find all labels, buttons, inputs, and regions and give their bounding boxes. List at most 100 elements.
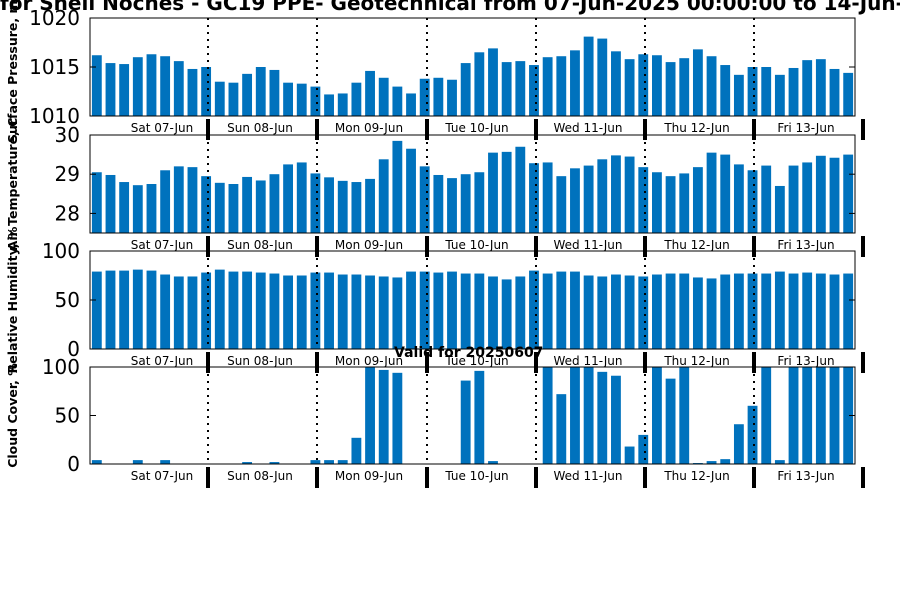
y-tick-label: 28 <box>55 201 80 225</box>
panel-caption: Valid for 20250607 <box>394 345 544 361</box>
bar <box>515 146 526 233</box>
bar <box>255 67 266 116</box>
bar <box>296 162 307 233</box>
bar <box>706 56 717 116</box>
bar <box>351 274 362 349</box>
x-tick-label: Fri 13-Jun <box>777 469 834 483</box>
x-tick-label: Sat 07-Jun <box>131 469 194 483</box>
bar <box>583 36 594 117</box>
bar <box>351 82 362 116</box>
x-tick-label: Wed 11-Jun <box>554 354 623 368</box>
bar <box>774 271 785 349</box>
bar <box>132 57 143 116</box>
bar <box>788 273 799 349</box>
bar <box>583 165 594 233</box>
bar <box>474 52 485 116</box>
bar <box>501 279 512 349</box>
bar <box>488 461 498 464</box>
bar <box>638 434 649 464</box>
bar <box>624 59 635 116</box>
bar <box>160 170 171 233</box>
bar <box>91 55 102 116</box>
bar <box>488 48 498 116</box>
x-tick-label: Thu 12-Jun <box>663 121 729 135</box>
bar <box>611 51 621 116</box>
x-tick-label: Mon 09-Jun <box>335 354 403 368</box>
y-tick-label: 30 <box>55 123 80 147</box>
x-tick-label: Thu 12-Jun <box>663 354 729 368</box>
bar <box>747 170 758 233</box>
bar <box>815 367 826 464</box>
bar <box>747 273 758 349</box>
bar <box>146 54 157 116</box>
bar <box>324 177 334 233</box>
x-tick-label: Wed 11-Jun <box>554 238 623 252</box>
bar <box>242 176 253 233</box>
bar <box>269 273 280 349</box>
bar <box>173 166 184 233</box>
bar <box>611 375 621 464</box>
bar <box>652 274 662 349</box>
bar <box>529 65 539 116</box>
x-tick-label: Tue 10-Jun <box>444 238 508 252</box>
bar <box>761 165 772 233</box>
bar <box>720 274 731 349</box>
bar <box>815 155 826 233</box>
bar <box>132 460 143 464</box>
bar <box>173 276 184 349</box>
bar <box>91 172 102 233</box>
bar <box>378 276 389 349</box>
x-tick-label: Sat 07-Jun <box>131 238 194 252</box>
bar <box>433 77 444 116</box>
bar <box>733 273 744 349</box>
bar <box>747 405 758 464</box>
x-tick-label: Sun 08-Jun <box>227 121 293 135</box>
bar <box>706 152 717 233</box>
bar <box>829 274 840 349</box>
bar <box>365 178 375 233</box>
bar <box>624 156 635 233</box>
bar <box>242 271 253 349</box>
x-tick-label: Thu 12-Jun <box>663 469 729 483</box>
bar <box>406 148 416 233</box>
bar <box>91 460 102 464</box>
bar <box>160 56 171 116</box>
bar <box>761 367 772 464</box>
bar <box>324 272 334 349</box>
x-tick-label: Mon 09-Jun <box>335 469 403 483</box>
bar <box>624 446 635 464</box>
bar <box>720 459 731 464</box>
bar <box>556 394 567 464</box>
bar <box>460 174 471 233</box>
bar <box>214 81 225 116</box>
x-tick-label: Fri 13-Jun <box>777 238 834 252</box>
bar <box>774 460 785 464</box>
bar <box>488 276 498 349</box>
bar <box>679 173 690 233</box>
x-tick-label: Wed 11-Jun <box>554 469 623 483</box>
bar <box>447 271 457 349</box>
bar <box>283 82 293 116</box>
bar <box>788 165 799 233</box>
y-tick-label: 0 <box>67 452 80 476</box>
bar <box>269 174 280 233</box>
bar <box>187 68 198 116</box>
bar <box>529 163 539 233</box>
bar <box>652 367 662 464</box>
bar <box>501 62 512 116</box>
bar <box>337 93 348 116</box>
bar <box>187 276 198 349</box>
bar <box>242 462 253 464</box>
bar <box>433 272 444 349</box>
bar <box>269 462 280 464</box>
bar <box>665 62 676 116</box>
bar <box>788 367 799 464</box>
x-tick-label: Sun 08-Jun <box>227 469 293 483</box>
bar <box>515 276 526 349</box>
bar <box>419 271 430 349</box>
bar <box>105 63 116 116</box>
x-tick-label: Tue 10-Jun <box>444 469 508 483</box>
y-tick-label: 50 <box>55 404 80 428</box>
bar <box>160 274 171 349</box>
